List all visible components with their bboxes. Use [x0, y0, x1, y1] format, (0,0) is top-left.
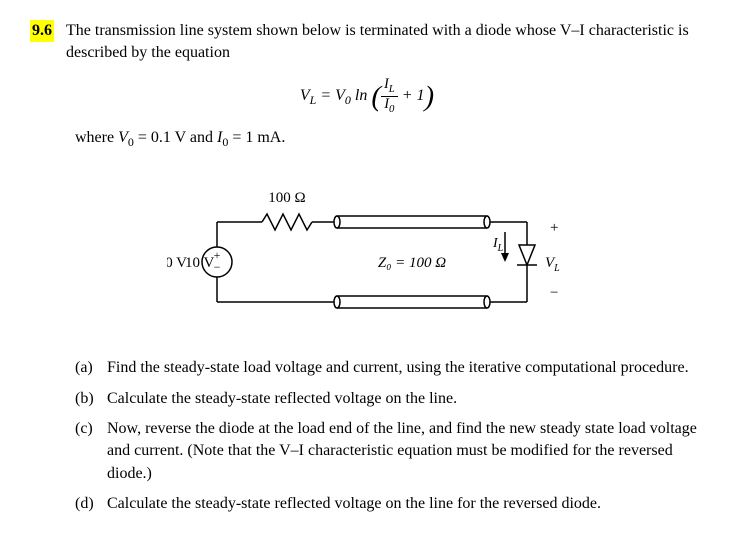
part-label: (d) [75, 493, 107, 515]
part-text: Now, reverse the diode at the load end o… [107, 418, 704, 485]
problem-intro: The transmission line system shown below… [66, 20, 704, 65]
vl-label: VL [545, 255, 560, 274]
eq-rparen: ) [425, 80, 435, 112]
eq-plus-one: + 1 [398, 87, 425, 104]
part-a: (a) Find the steady-state load voltage a… [75, 357, 704, 379]
where-prefix: where [75, 129, 118, 146]
where-line: where V0 = 0.1 V and I0 = 1 mA. [75, 127, 704, 151]
part-text: Find the steady-state load voltage and c… [107, 357, 704, 379]
resistor-label: 100 Ω [268, 190, 305, 206]
eq-rhs-var: V [335, 87, 345, 104]
eq-ln: ln [351, 87, 371, 104]
eq-eq: = [316, 87, 335, 104]
diode-icon [519, 245, 535, 265]
circuit-diagram: 100 Ω 10 V 10 V + − Z₀ = 100 Ω IL + VL − [167, 167, 567, 337]
part-label: (b) [75, 388, 107, 410]
part-text: Calculate the steady-state reflected vol… [107, 388, 704, 410]
eq-fraction: ILI0 [381, 77, 398, 116]
where-i0-val: = 1 mA. [228, 129, 285, 146]
eq-lhs-var: V [300, 87, 310, 104]
problem-header: 9.6 The transmission line system shown b… [30, 20, 704, 65]
part-label: (c) [75, 418, 107, 485]
part-text: Calculate the steady-state reflected vol… [107, 493, 704, 515]
part-d: (d) Calculate the steady-state reflected… [75, 493, 704, 515]
resistor-icon [262, 214, 312, 230]
problem-number: 9.6 [30, 20, 54, 42]
z0-label: Z₀ = 100 Ω [378, 255, 446, 271]
where-v0-var: V [118, 129, 128, 146]
part-b: (b) Calculate the steady-state reflected… [75, 388, 704, 410]
source-minus: − [214, 260, 221, 274]
eq-num-sub: L [389, 83, 395, 95]
eq-den-sub: 0 [389, 102, 394, 114]
where-v0-val: = 0.1 V and [134, 129, 217, 146]
problem-parts: (a) Find the steady-state load voltage a… [75, 357, 704, 515]
part-c: (c) Now, reverse the diode at the load e… [75, 418, 704, 485]
eq-lparen: ( [371, 80, 381, 112]
il-label: IL [492, 236, 504, 254]
vl-plus: + [550, 220, 558, 236]
equation: V L = V 0 ln (ILI0 + 1) [30, 77, 704, 116]
source-label2: 10 V [185, 255, 214, 271]
vl-minus: − [550, 285, 558, 301]
part-label: (a) [75, 357, 107, 379]
